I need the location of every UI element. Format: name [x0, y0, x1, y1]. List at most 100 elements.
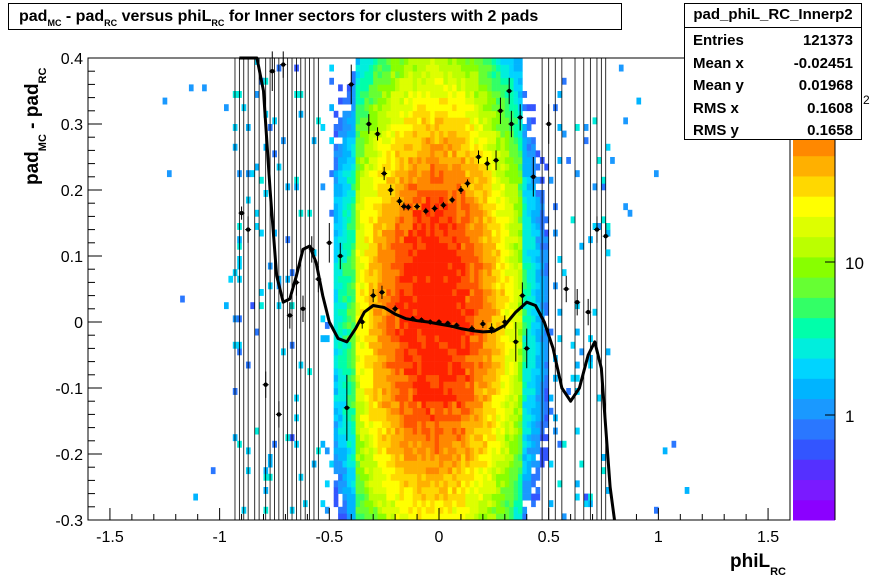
heatmap-cell [338, 407, 343, 415]
heatmap-cell [434, 513, 440, 521]
heatmap-cell [460, 58, 466, 65]
heatmap-cell [386, 473, 392, 481]
heatmap-cell [469, 427, 475, 435]
heatmap-cell [517, 381, 523, 389]
heatmap-cell [425, 209, 431, 217]
heatmap-cell [386, 427, 392, 435]
heatmap-cell [439, 381, 444, 389]
heatmap-cell [456, 315, 462, 323]
heatmap-cell [496, 500, 501, 508]
heatmap-cell [355, 223, 361, 230]
heatmap-cell [491, 348, 497, 356]
heatmap-cell [500, 394, 506, 402]
heatmap-cell [474, 91, 479, 98]
heatmap-cell [403, 289, 409, 296]
heatmap-cell [487, 421, 492, 428]
heatmap-cell [447, 407, 453, 415]
heatmap-cell [373, 124, 378, 131]
heatmap-cell [346, 203, 352, 211]
heatmap-cell [482, 506, 488, 514]
heatmap-cell [395, 242, 400, 250]
heatmap-cell [421, 137, 427, 145]
heatmap-cell [381, 460, 387, 468]
profile-point [457, 186, 464, 194]
heatmap-cell [386, 368, 392, 376]
heatmap-cell [342, 513, 348, 521]
heatmap-cell [491, 58, 497, 65]
stats-value: -0.02451 [793, 54, 853, 72]
heatmap-cell [333, 223, 339, 230]
heatmap-cell [487, 104, 492, 112]
heatmap-cell [478, 196, 484, 204]
heatmap-cell [346, 190, 352, 197]
heatmap-cell [460, 249, 466, 257]
heatmap-cell [478, 236, 484, 244]
heatmap-cell [469, 242, 475, 250]
heatmap-cell [338, 328, 343, 336]
heatmap-cell [469, 163, 475, 171]
heatmap-cell [469, 407, 475, 415]
heatmap-cell [491, 394, 497, 402]
heatmap-cell [504, 348, 510, 356]
heatmap-cell [412, 190, 418, 197]
heatmap-cell [526, 361, 532, 369]
heatmap-cell [496, 110, 501, 118]
profile-point [444, 320, 451, 326]
heatmap-cell [513, 454, 519, 461]
heatmap-cell [338, 454, 343, 461]
heatmap-cell [482, 348, 488, 356]
heatmap-cell [342, 229, 348, 237]
heatmap-cell [460, 236, 466, 244]
title-part: for Inner sectors for clusters with 2 pa… [224, 8, 539, 25]
heatmap-cell [346, 130, 352, 138]
heatmap-cell [478, 447, 484, 455]
heatmap-cell [460, 368, 466, 376]
heatmap-cell [557, 91, 563, 98]
heatmap-cell [522, 480, 528, 488]
heatmap-cell [346, 460, 352, 468]
heatmap-cell [399, 341, 405, 349]
heatmap-cell [500, 77, 506, 85]
heatmap-cell [333, 190, 339, 197]
heatmap-cell [386, 513, 392, 521]
heatmap-cell [535, 401, 541, 409]
heatmap-cell [403, 130, 409, 138]
heatmap-cell [456, 97, 462, 105]
heatmap-cell [500, 143, 506, 151]
heatmap-cell [333, 124, 339, 131]
marker [458, 187, 464, 193]
heatmap-cell [526, 282, 532, 290]
heatmap-cell [351, 84, 356, 92]
heatmap-cell [324, 447, 330, 455]
heatmap-cell [421, 289, 427, 296]
heatmap-cell [500, 467, 506, 475]
heatmap-cell [496, 322, 501, 329]
heatmap-cell [469, 401, 475, 409]
heatmap-cell [465, 289, 471, 296]
heatmap-cell [342, 388, 348, 395]
heatmap-cell [390, 110, 396, 118]
heatmap-cell [443, 381, 449, 389]
heatmap-cell [412, 407, 418, 415]
heatmap-cell [504, 150, 510, 158]
heatmap-cell [478, 97, 484, 105]
heatmap-cell [417, 500, 422, 508]
heatmap-cell [456, 454, 462, 461]
heatmap-cell [421, 209, 427, 217]
heatmap-cell [439, 229, 444, 237]
heatmap-cell [425, 500, 431, 508]
heatmap-cell [417, 454, 422, 461]
heatmap-cell [386, 110, 392, 118]
heatmap-cell [434, 506, 440, 514]
heatmap-cell [439, 137, 444, 145]
heatmap-cell [509, 427, 514, 435]
heatmap-cell [355, 97, 361, 105]
heatmap-cell [364, 302, 370, 310]
colorbar-label: 10 [845, 254, 864, 273]
heatmap-cell [504, 414, 510, 422]
heatmap-cell [333, 401, 339, 409]
heatmap-cell [360, 229, 365, 237]
heatmap-cell [351, 124, 356, 131]
heatmap-cell [447, 104, 453, 112]
heatmap-cell [653, 506, 659, 514]
